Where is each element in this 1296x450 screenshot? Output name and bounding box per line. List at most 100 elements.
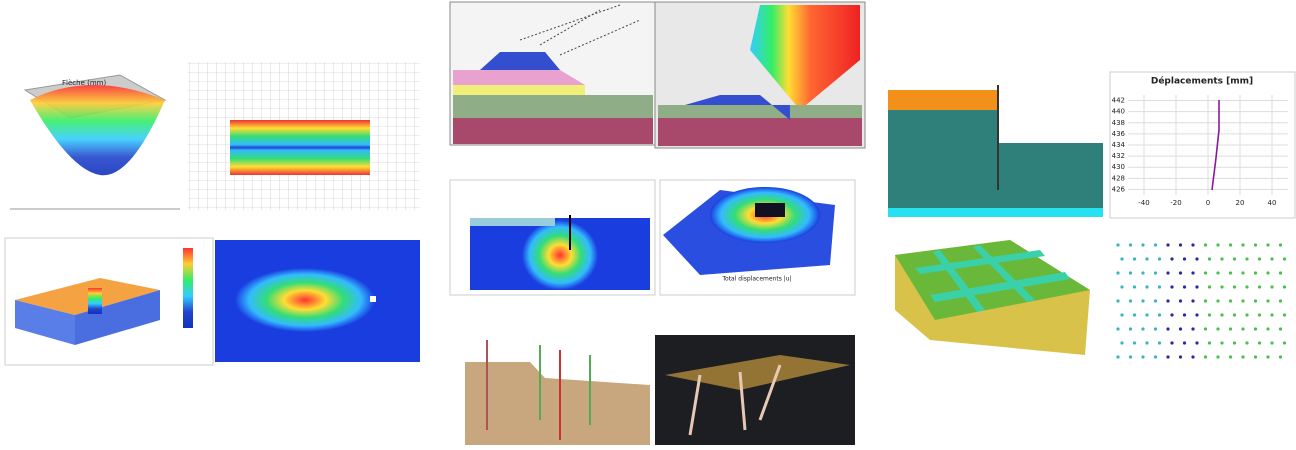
surface bbox=[665, 355, 850, 390]
node bbox=[1282, 341, 1287, 345]
node bbox=[1145, 285, 1149, 289]
layer bbox=[658, 118, 862, 146]
node bbox=[1195, 313, 1199, 317]
layer bbox=[453, 85, 585, 95]
node bbox=[1178, 243, 1183, 247]
node bbox=[1141, 327, 1145, 331]
node bbox=[1191, 271, 1195, 275]
node bbox=[1266, 327, 1270, 331]
node bbox=[1220, 257, 1224, 261]
node bbox=[1266, 243, 1270, 247]
node bbox=[1128, 271, 1133, 275]
embankment bbox=[685, 95, 790, 120]
node bbox=[1220, 285, 1224, 289]
layer bbox=[888, 90, 998, 110]
node bbox=[1270, 257, 1274, 261]
node bbox=[1203, 355, 1208, 359]
node bbox=[1191, 299, 1195, 303]
node bbox=[1116, 299, 1120, 303]
node bbox=[1253, 299, 1258, 303]
node bbox=[1257, 257, 1262, 261]
node bbox=[1141, 271, 1145, 275]
excavation-plot bbox=[449, 179, 656, 296]
node bbox=[1245, 313, 1249, 317]
node bbox=[1241, 271, 1245, 275]
node bbox=[1166, 355, 1170, 359]
node bbox=[1132, 285, 1137, 289]
node bbox=[1195, 285, 1199, 289]
plot-title: Flèche (mm) bbox=[62, 79, 106, 87]
node bbox=[1266, 271, 1270, 275]
borehole-section bbox=[450, 328, 650, 445]
grid-plot bbox=[188, 62, 420, 210]
y-tick-label: 426 bbox=[1112, 185, 1126, 193]
base bbox=[888, 208, 1103, 217]
node bbox=[1203, 299, 1208, 303]
top-layer bbox=[15, 278, 160, 315]
node bbox=[1216, 243, 1220, 247]
node bbox=[1132, 341, 1137, 345]
stress-contour bbox=[654, 1, 866, 149]
node bbox=[1116, 355, 1120, 359]
node bbox=[1220, 341, 1224, 345]
node bbox=[1257, 341, 1262, 345]
node bbox=[1278, 271, 1283, 275]
y-tick-label: 428 bbox=[1112, 174, 1125, 182]
node bbox=[1166, 299, 1170, 303]
ground bbox=[465, 362, 650, 445]
node bbox=[1270, 313, 1274, 317]
side bbox=[15, 300, 75, 345]
boreholes bbox=[486, 340, 591, 440]
side bbox=[75, 290, 160, 345]
layer bbox=[658, 105, 862, 118]
node bbox=[1203, 271, 1208, 275]
node bbox=[1116, 243, 1120, 247]
node bbox=[1253, 243, 1258, 247]
node bbox=[1278, 327, 1283, 331]
node bbox=[1153, 299, 1158, 303]
node bbox=[1128, 299, 1133, 303]
node bbox=[1170, 285, 1174, 289]
node bbox=[1253, 355, 1258, 359]
layer bbox=[888, 110, 998, 210]
node bbox=[1232, 285, 1237, 289]
node bbox=[1232, 313, 1237, 317]
node bbox=[1253, 327, 1258, 331]
node bbox=[1191, 355, 1195, 359]
node bbox=[1228, 327, 1233, 331]
x-tick-label: 40 bbox=[1268, 199, 1277, 207]
node bbox=[1178, 271, 1183, 275]
node bbox=[1157, 257, 1162, 261]
y-tick-label: 442 bbox=[1112, 97, 1125, 105]
y-tick-label: 432 bbox=[1112, 152, 1125, 160]
chart-title: Déplacements [mm] bbox=[1151, 76, 1253, 87]
node bbox=[1207, 341, 1212, 345]
legend bbox=[183, 248, 193, 328]
node bbox=[1216, 271, 1220, 275]
node bbox=[1241, 355, 1245, 359]
y-tick-label: 434 bbox=[1112, 141, 1126, 149]
y-tick-label: 438 bbox=[1112, 119, 1125, 127]
node bbox=[1153, 355, 1158, 359]
node bbox=[1182, 341, 1187, 345]
node bbox=[1282, 313, 1287, 317]
node bbox=[1128, 355, 1133, 359]
boreholes bbox=[688, 364, 782, 436]
beams bbox=[915, 245, 1070, 312]
layer bbox=[453, 70, 585, 85]
node bbox=[1120, 257, 1124, 261]
node bbox=[1182, 313, 1187, 317]
node bbox=[1191, 327, 1195, 331]
node bbox=[1157, 285, 1162, 289]
node bbox=[1228, 243, 1233, 247]
contour bbox=[230, 120, 370, 175]
node bbox=[1195, 341, 1199, 345]
node bbox=[1232, 341, 1237, 345]
node bbox=[1278, 299, 1283, 303]
y-tick-label: 430 bbox=[1112, 163, 1125, 171]
node bbox=[1120, 341, 1124, 345]
surface-plot: Flèche (mm) bbox=[10, 62, 180, 210]
panel bbox=[655, 335, 855, 445]
node bbox=[1245, 341, 1249, 345]
